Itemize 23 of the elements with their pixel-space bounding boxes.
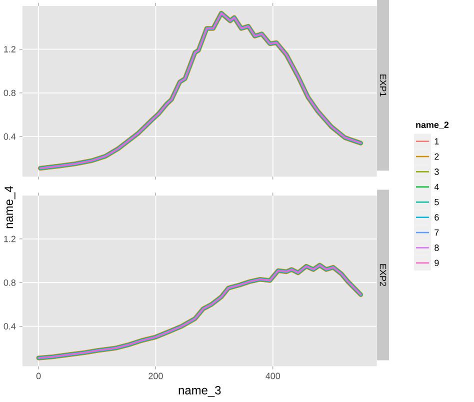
y-tick-label: 0.4	[4, 322, 16, 330]
y-tick-label: 0.8	[4, 90, 16, 96]
y-tick-label: 0.8	[4, 279, 16, 286]
legend-label: 1	[434, 138, 439, 144]
x-axis-title: name_3	[178, 386, 221, 397]
text: EXP2	[380, 264, 386, 286]
legend-label: 4	[434, 184, 439, 190]
legend-label: 5	[434, 198, 439, 206]
legend-label: 2	[434, 153, 439, 160]
y-axis-title: name_4	[4, 186, 16, 228]
y-tick-label: 1.2	[4, 46, 16, 52]
x-tick-label: 400	[266, 372, 280, 380]
legend-label: 9	[434, 260, 439, 266]
x-tick-label: 0	[36, 372, 41, 380]
legend-label: 3	[434, 168, 439, 175]
y-tick-label: 1.2	[4, 236, 16, 242]
x-tick-label: 200	[148, 372, 163, 380]
text: EXP1	[380, 74, 386, 96]
y-tick-label: 0.4	[4, 133, 16, 140]
legend-label: 6	[434, 214, 439, 220]
legend-title: name_2	[416, 121, 449, 129]
legend-label: 7	[434, 229, 439, 236]
legend-label: 8	[434, 244, 439, 251]
